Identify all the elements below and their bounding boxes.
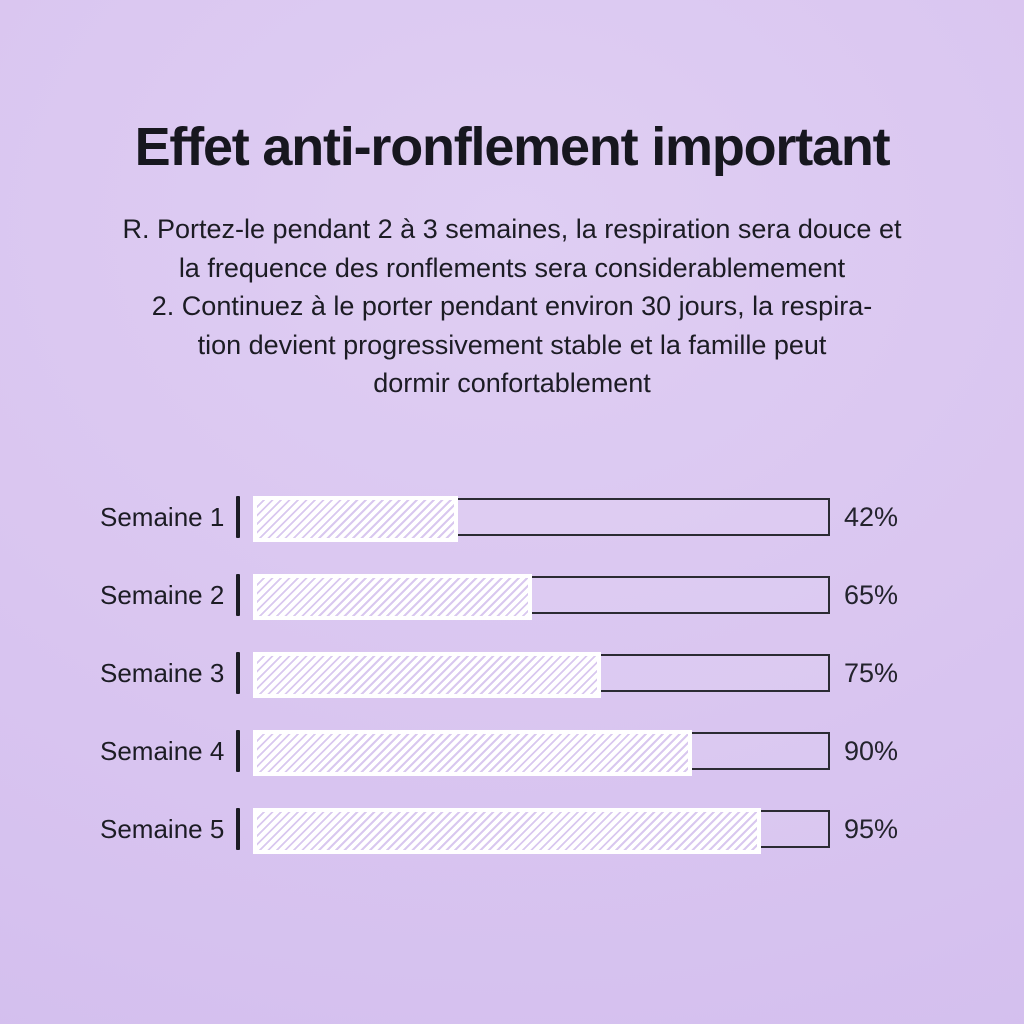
category-label: Semaine 3	[100, 657, 225, 688]
description-line: R. Portez-le pendant 2 à 3 semaines, la …	[122, 214, 902, 244]
bar-track	[253, 576, 830, 616]
category-label: Semaine 4	[100, 735, 225, 766]
axis-tick	[236, 808, 240, 850]
chart-row: Semaine 1 42%	[100, 478, 920, 556]
value-label: 75%	[844, 657, 899, 688]
bar-chart: Semaine 1 42% Semaine 2 65% Semaine 3 75% Sema…	[100, 478, 920, 868]
description-line: dormir confortablement	[373, 368, 651, 398]
axis-tick	[236, 496, 240, 538]
bar-track	[253, 654, 830, 694]
page-title: Effet anti-ronflement important	[134, 117, 891, 177]
description-line: 2. Continuez à le porter pendant environ…	[151, 291, 873, 321]
value-label: 95%	[844, 813, 899, 844]
bar-track	[253, 732, 830, 772]
bar-fill	[253, 730, 692, 776]
category-label: Semaine 5	[100, 813, 225, 844]
chart-row: Semaine 3 75%	[100, 634, 920, 712]
bar-fill	[253, 808, 761, 854]
category-label: Semaine 1	[100, 501, 225, 532]
bar-fill	[253, 574, 532, 620]
chart-row: Semaine 2 65%	[100, 556, 920, 634]
bar-fill	[253, 652, 601, 698]
axis-tick	[236, 652, 240, 694]
description-line: la frequence des ronflements sera consid…	[178, 252, 846, 283]
chart-row: Semaine 5 95%	[100, 790, 920, 868]
value-label: 65%	[844, 579, 899, 610]
axis-tick	[236, 574, 240, 616]
description: R. Portez-le pendant 2 à 3 semaines, la …	[0, 210, 1024, 403]
bar-track	[253, 810, 830, 850]
value-label: 42%	[844, 501, 899, 532]
bar-fill	[253, 496, 458, 542]
axis-tick	[236, 730, 240, 772]
value-label: 90%	[844, 735, 899, 766]
description-line: tion devient progressivement stable et l…	[197, 329, 827, 360]
bar-track	[253, 498, 830, 538]
category-label: Semaine 2	[100, 579, 225, 610]
chart-row: Semaine 4 90%	[100, 712, 920, 790]
